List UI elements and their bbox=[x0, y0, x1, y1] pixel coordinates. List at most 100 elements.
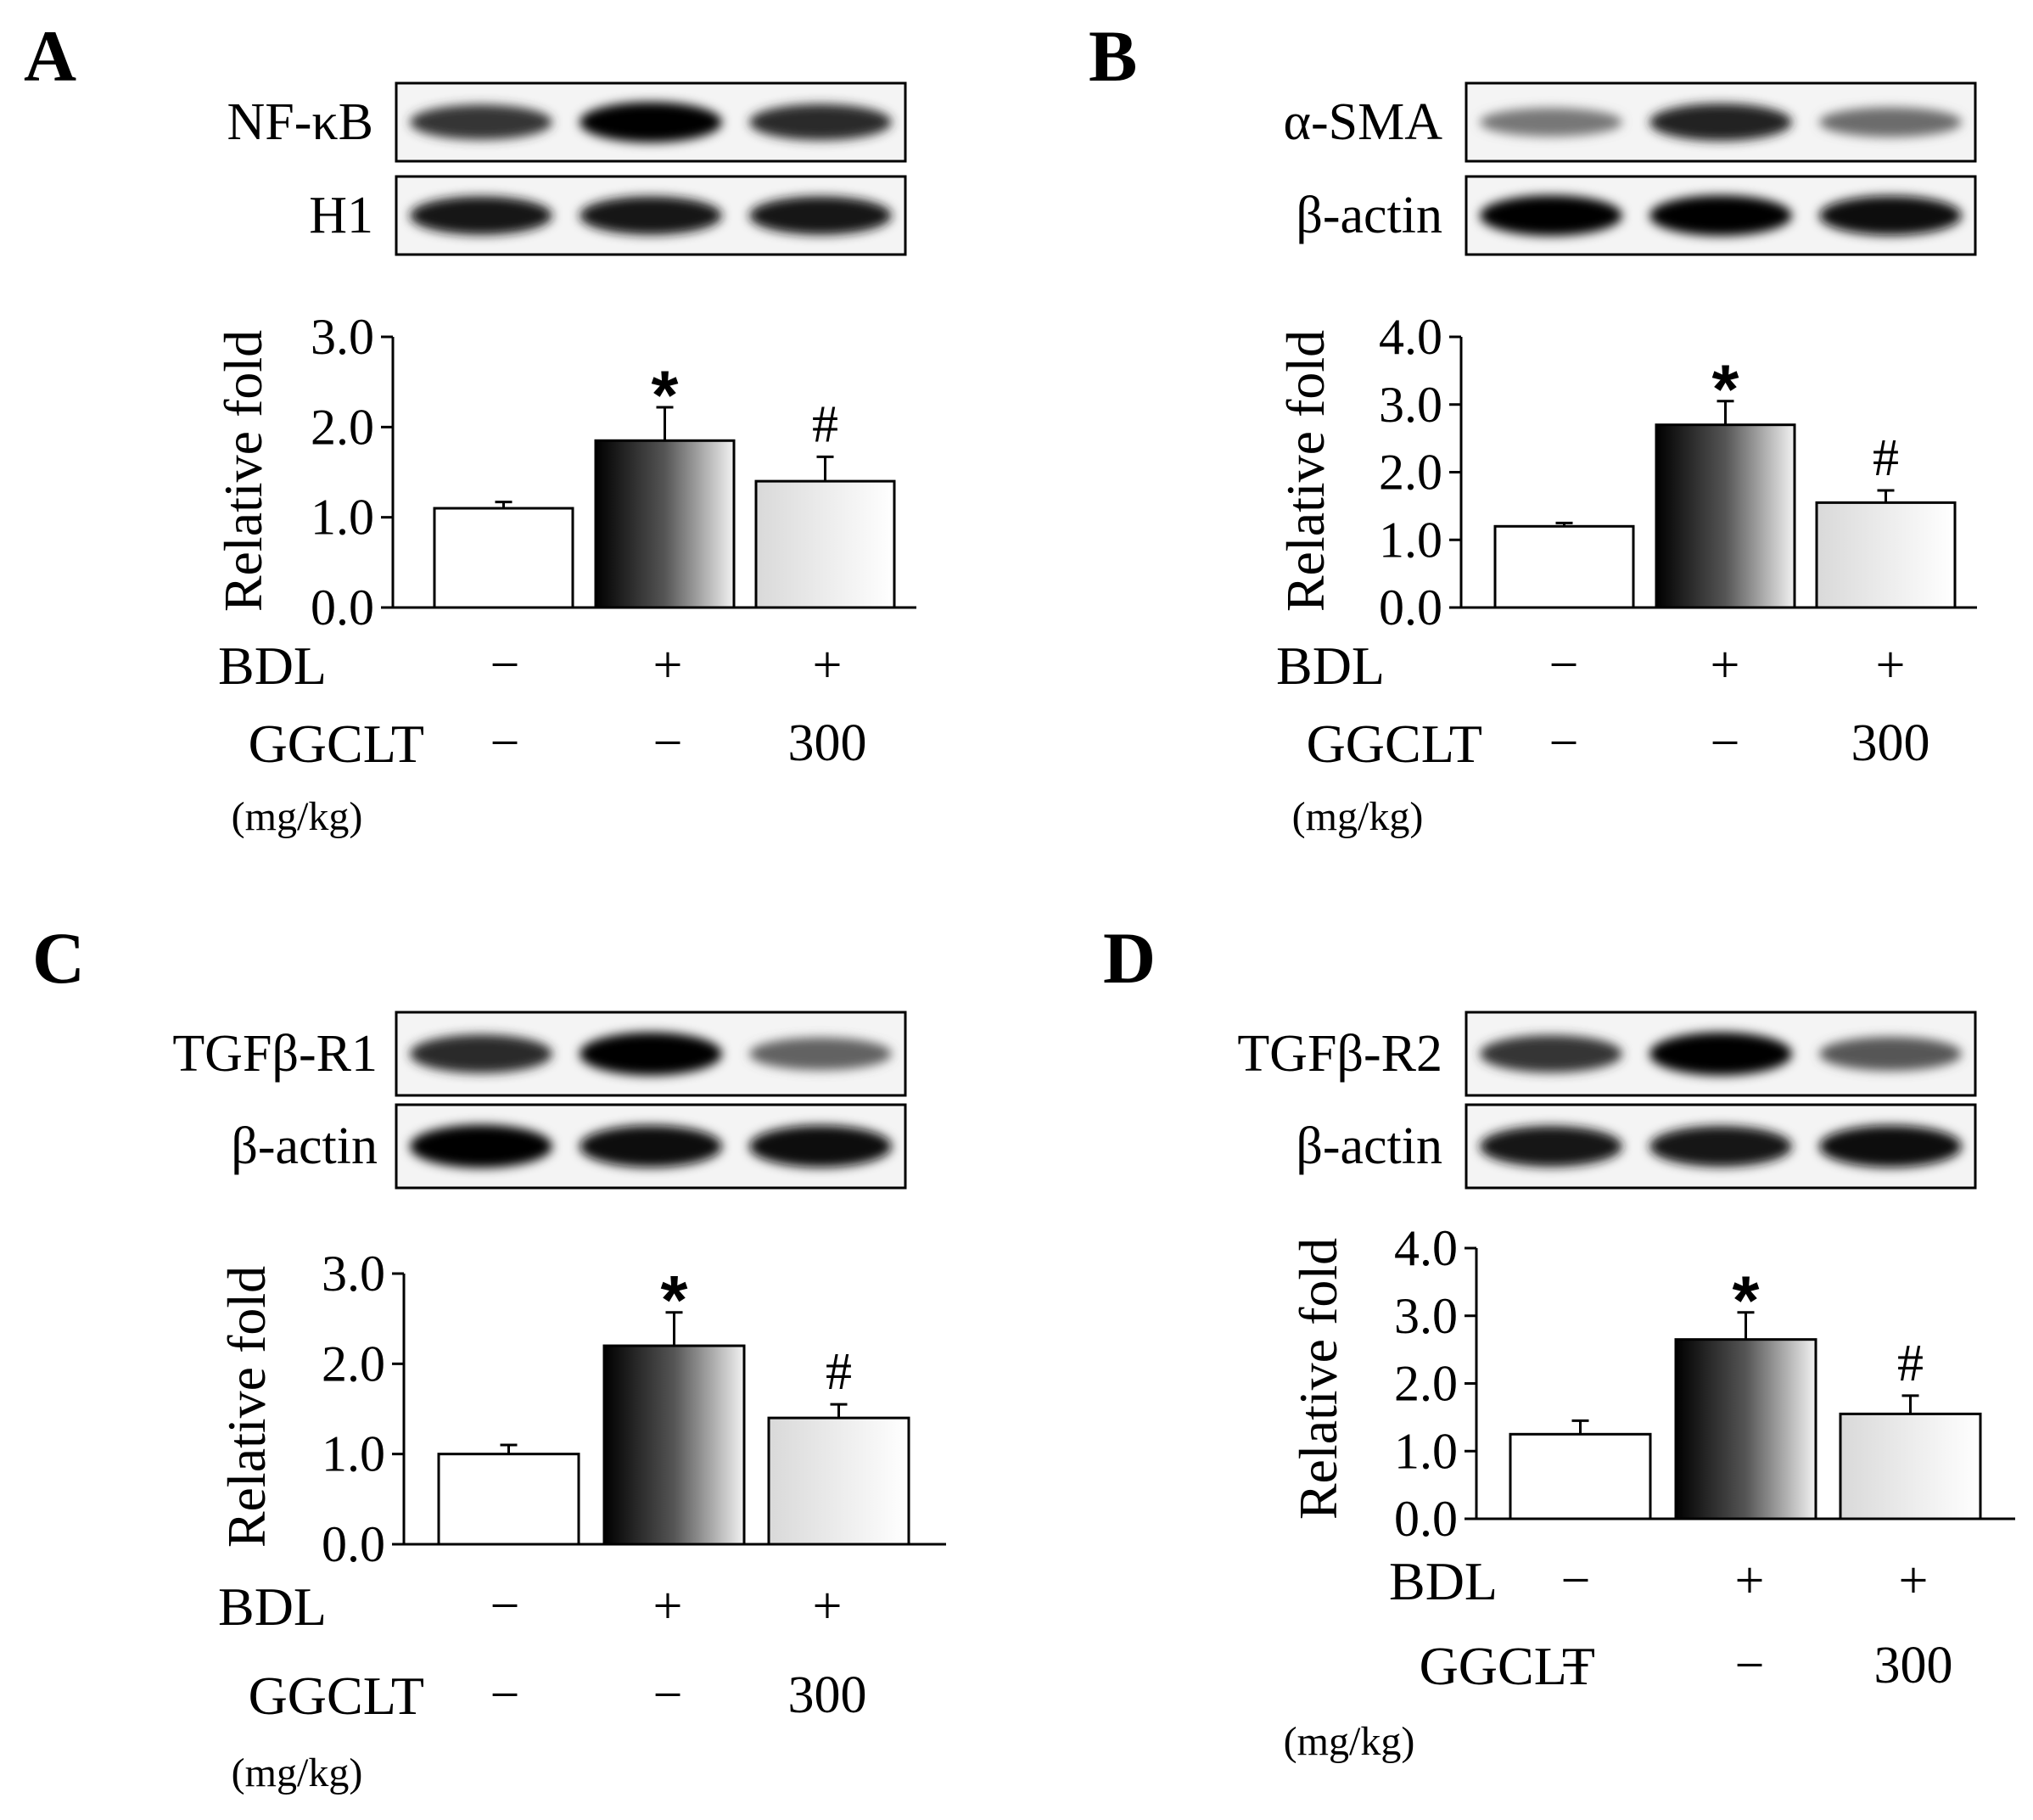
blot-band bbox=[1480, 195, 1622, 236]
significance-star: * bbox=[661, 1263, 688, 1340]
panel-label: B bbox=[1089, 15, 1137, 97]
bdl-value: − bbox=[1561, 1552, 1591, 1610]
bdl-value: − bbox=[1549, 636, 1579, 694]
y-tick-label: 0.0 bbox=[1379, 580, 1442, 636]
y-axis-title: Relative fold bbox=[1275, 330, 1336, 612]
panel-b: Bα-SMA β-actin 0.0 1.0 2.0 3.0 4.0 Relative fol… bbox=[1089, 15, 1977, 839]
blot-band bbox=[1819, 107, 1962, 137]
blot-label: β-actin bbox=[231, 1117, 378, 1175]
target-blot: TGFβ-R2 bbox=[1237, 1011, 1977, 1097]
unit-label: (mg/kg) bbox=[1292, 794, 1424, 839]
bdl-row-label: BDL bbox=[218, 636, 327, 696]
blot-label: α-SMA bbox=[1283, 93, 1442, 151]
blot-label: β-actin bbox=[1296, 1117, 1442, 1175]
blot-label: NF-κB bbox=[227, 93, 374, 151]
blot-band bbox=[580, 1125, 722, 1168]
y-tick-label: 4.0 bbox=[1379, 309, 1442, 365]
y-tick-label: 2.0 bbox=[322, 1336, 385, 1392]
bar bbox=[1815, 501, 1957, 609]
blot-label: H1 bbox=[309, 187, 373, 244]
bdl-row-label: BDL bbox=[218, 1576, 327, 1637]
blot-band bbox=[580, 102, 722, 143]
y-tick-label: 1.0 bbox=[311, 490, 374, 546]
bar bbox=[433, 507, 574, 609]
bdl-value: + bbox=[1876, 636, 1906, 694]
blot-band bbox=[410, 104, 552, 140]
blot-band bbox=[580, 1032, 722, 1076]
blot-band bbox=[410, 1124, 552, 1168]
ggclt-value: 300 bbox=[1874, 1637, 1953, 1694]
blot-band bbox=[410, 196, 552, 235]
y-tick-label: 2.0 bbox=[311, 399, 374, 455]
bdl-value: + bbox=[1899, 1552, 1929, 1610]
bdl-row-label: BDL bbox=[1389, 1551, 1498, 1611]
blot-band bbox=[1649, 1125, 1792, 1168]
blot-label: β-actin bbox=[1296, 187, 1442, 244]
y-tick-label: 3.0 bbox=[1379, 377, 1442, 433]
blot-band bbox=[1819, 1125, 1962, 1168]
panel-label: D bbox=[1103, 917, 1156, 999]
blot-band bbox=[1819, 195, 1962, 236]
unit-label: (mg/kg) bbox=[232, 1750, 363, 1795]
bar bbox=[1493, 524, 1635, 609]
bdl-value: + bbox=[813, 636, 843, 694]
blot-band bbox=[1480, 1125, 1622, 1168]
bar bbox=[437, 1453, 580, 1546]
y-axis-title: Relative fold bbox=[216, 1266, 277, 1548]
ggclt-value: 300 bbox=[788, 1666, 867, 1724]
bar bbox=[1509, 1432, 1652, 1520]
bar bbox=[1674, 1338, 1817, 1520]
y-tick-label: 4.0 bbox=[1394, 1220, 1458, 1276]
ggclt-value: − bbox=[1549, 714, 1579, 772]
y-tick-label: 1.0 bbox=[1394, 1423, 1458, 1479]
bdl-row-label: BDL bbox=[1276, 636, 1385, 696]
blot-band bbox=[749, 196, 892, 235]
bdl-value: + bbox=[653, 1577, 683, 1635]
ggclt-row-label: GGCLT bbox=[1307, 714, 1482, 774]
ggclt-value: 300 bbox=[788, 714, 867, 772]
ggclt-row-label: GGCLT bbox=[249, 1666, 424, 1726]
y-axis-title: Relative fold bbox=[1288, 1238, 1348, 1520]
panel-label: C bbox=[32, 917, 85, 999]
blot-band bbox=[1649, 195, 1792, 236]
blot-band bbox=[749, 104, 892, 141]
y-tick-label: 0.0 bbox=[311, 580, 374, 636]
y-tick-label: 3.0 bbox=[1394, 1288, 1458, 1344]
significance-hash: # bbox=[812, 395, 838, 453]
y-axis-title: Relative fold bbox=[213, 330, 273, 612]
y-tick-label: 2.0 bbox=[1379, 445, 1442, 501]
y-tick-label: 3.0 bbox=[322, 1246, 385, 1302]
unit-label: (mg/kg) bbox=[232, 794, 363, 839]
target-blot: α-SMA bbox=[1283, 81, 1977, 163]
bdl-value: + bbox=[813, 1577, 843, 1635]
ggclt-value: − bbox=[490, 714, 520, 772]
bdl-value: + bbox=[1735, 1552, 1765, 1610]
blot-band bbox=[410, 1034, 552, 1073]
significance-star: * bbox=[1733, 1263, 1760, 1340]
target-blot: NF-κB bbox=[227, 81, 907, 163]
significance-star: * bbox=[1712, 351, 1739, 428]
panel-c: C TGFβ-R1 β-actin 0.0 1.0 2.0 3.0 Relative fold… bbox=[32, 917, 946, 1795]
bar bbox=[594, 439, 736, 609]
bdl-value: + bbox=[1711, 636, 1740, 694]
y-tick-label: 0.0 bbox=[1394, 1491, 1458, 1547]
ggclt-value: − bbox=[490, 1666, 520, 1724]
bar bbox=[602, 1344, 746, 1546]
blot-band bbox=[749, 1037, 892, 1071]
blot-band bbox=[1649, 1032, 1792, 1076]
loading-control-blot: β-actin bbox=[1296, 175, 1977, 256]
unit-label: (mg/kg) bbox=[1284, 1719, 1415, 1764]
significance-hash: # bbox=[1873, 429, 1899, 487]
panel-label: A bbox=[24, 15, 76, 97]
ggclt-value: − bbox=[1735, 1637, 1765, 1694]
bar bbox=[767, 1416, 910, 1546]
blot-band bbox=[749, 1125, 892, 1168]
significance-hash: # bbox=[826, 1343, 852, 1401]
bdl-value: − bbox=[490, 1577, 520, 1635]
loading-control-blot: β-actin bbox=[231, 1103, 907, 1190]
target-blot: TGFβ-R1 bbox=[172, 1011, 907, 1097]
blot-band bbox=[1480, 1034, 1622, 1073]
ggclt-value: − bbox=[1561, 1637, 1591, 1694]
bdl-value: − bbox=[490, 636, 520, 694]
blot-band bbox=[1649, 104, 1792, 141]
